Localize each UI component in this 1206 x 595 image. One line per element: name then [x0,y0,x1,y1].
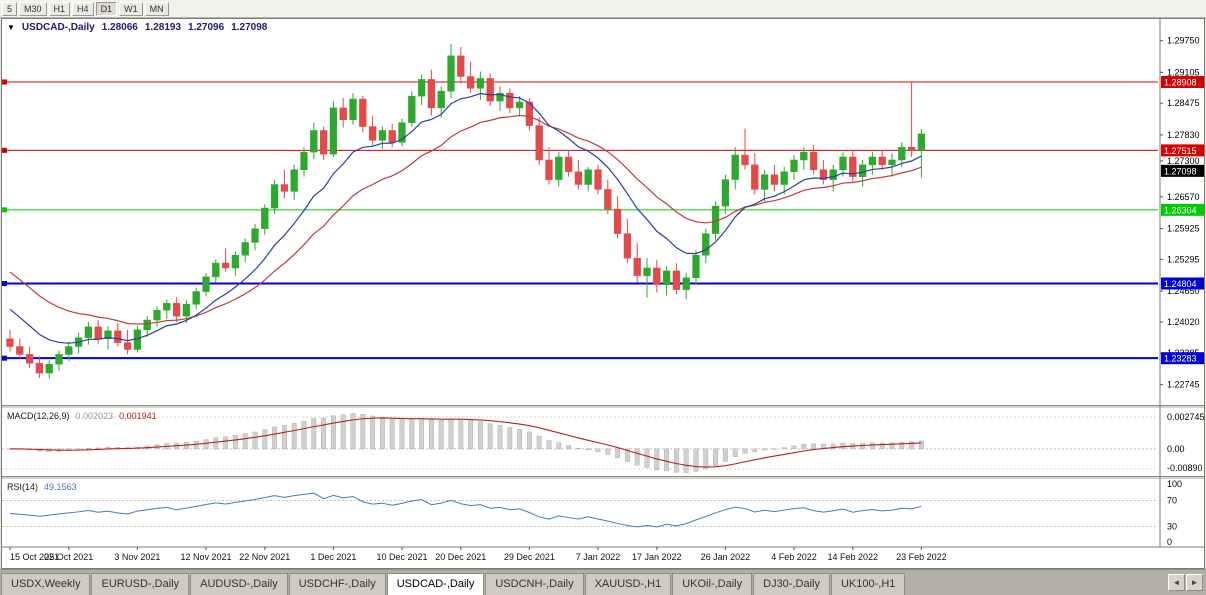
rsi-pane [2,492,1158,528]
svg-text:29 Dec 2021: 29 Dec 2021 [504,552,555,562]
tab-audusd-daily[interactable]: AUDUSD-,Daily [190,573,288,595]
svg-text:0.00: 0.00 [1167,444,1185,454]
horizontal-levels-layer [2,79,1158,361]
timeframe-button-mn[interactable]: MN [144,1,169,16]
svg-text:22 Nov 2021: 22 Nov 2021 [239,552,290,562]
svg-text:25 Oct 2021: 25 Oct 2021 [44,552,93,562]
svg-text:14 Feb 2022: 14 Feb 2022 [828,552,879,562]
timeframe-button-h1[interactable]: H1 [48,1,71,16]
svg-text:26 Jan 2022: 26 Jan 2022 [701,552,751,562]
tab-usdcnh-daily[interactable]: USDCNH-,Daily [485,573,584,595]
svg-text:-0.00890: -0.00890 [1167,463,1203,473]
svg-text:100: 100 [1167,479,1182,489]
svg-text:1.26304: 1.26304 [1164,205,1197,215]
svg-text:1.27300: 1.27300 [1167,156,1200,166]
timeframe-button-m30[interactable]: M30 [19,1,47,16]
tab-dj30-daily[interactable]: DJ30-,Daily [753,573,830,595]
svg-text:1.22745: 1.22745 [1167,380,1200,390]
svg-text:1.27830: 1.27830 [1167,130,1200,140]
svg-text:1.23283: 1.23283 [1164,354,1197,364]
timeframe-button-5[interactable]: 5 [2,1,18,16]
chart-window[interactable]: 1.29750 1.29105 1.28475 1.27830 1.27300 1.265… [1,18,1205,569]
svg-text:1.28908: 1.28908 [1164,77,1197,87]
tab-usdx-weekly[interactable]: USDX,Weekly [1,573,91,595]
svg-text:1.27098: 1.27098 [1164,166,1197,176]
tab-scroll-right-button[interactable]: ► [1186,574,1203,591]
svg-text:10 Dec 2021: 10 Dec 2021 [376,552,427,562]
svg-text:12 Nov 2021: 12 Nov 2021 [180,552,231,562]
svg-text:70: 70 [1167,496,1177,506]
svg-text:1.24650: 1.24650 [1167,286,1200,296]
svg-text:15 Oct 2021: 15 Oct 2021 [10,552,59,562]
svg-text:1.27515: 1.27515 [1164,146,1197,156]
svg-text:3 Nov 2021: 3 Nov 2021 [114,552,160,562]
svg-text:23 Feb 2022: 23 Feb 2022 [896,552,947,562]
svg-text:1 Dec 2021: 1 Dec 2021 [310,552,356,562]
tab-ukoil-daily[interactable]: UKOil-,Daily [672,573,753,595]
timeframe-toolbar: 5 M30 H1 H4 D1 W1 MN [0,0,1206,18]
pane-separators [2,405,1204,480]
moving-averages-layer [9,92,922,344]
svg-text:1.29750: 1.29750 [1167,36,1200,46]
tab-scroll-left-button[interactable]: ◄ [1168,574,1185,591]
tab-eurusd-daily[interactable]: EURUSD-,Daily [91,573,190,595]
rsi-axis-labels: 100 70 30 0 [1167,479,1182,547]
tab-usdcad-daily[interactable]: USDCAD-,Daily [386,573,485,595]
tab-uk100-h1[interactable]: UK100-,H1 [830,573,906,595]
chart-tabs: USDX,Weekly EURUSD-,Daily AUDUSD-,Daily USD… [1,573,906,595]
svg-text:7 Jan 2022: 7 Jan 2022 [576,552,621,562]
svg-text:0: 0 [1167,537,1172,547]
svg-text:1.24804: 1.24804 [1164,279,1197,289]
macd-axis-labels: 0.002745 0.00 -0.00890 [1167,412,1204,473]
svg-text:1.26570: 1.26570 [1167,192,1200,202]
svg-text:1.24020: 1.24020 [1167,317,1200,327]
svg-text:1.25295: 1.25295 [1167,254,1200,264]
timeframe-button-w1[interactable]: W1 [119,1,143,16]
price-chart-canvas[interactable]: 1.29750 1.29105 1.28475 1.27830 1.27300 1.265… [2,19,1204,568]
tab-scroll-controls: ◄ ► [1168,574,1203,591]
svg-text:1.25925: 1.25925 [1167,223,1200,233]
tab-xauusd-h1[interactable]: XAUUSD-,H1 [584,573,672,595]
price-axis: 1.29750 1.29105 1.28475 1.27830 1.27300 1.265… [2,19,1204,548]
svg-text:1.29105: 1.29105 [1167,67,1200,77]
svg-text:4 Feb 2022: 4 Feb 2022 [771,552,817,562]
chart-background [2,19,1204,568]
chart-tabs-bar: USDX,Weekly EURUSD-,Daily AUDUSD-,Daily USD… [0,569,1206,595]
svg-text:17 Jan 2022: 17 Jan 2022 [632,552,682,562]
timeframe-button-d1[interactable]: D1 [95,1,118,16]
timeframe-button-h4[interactable]: H4 [72,1,94,16]
candles-layer [6,44,926,379]
svg-text:30: 30 [1167,522,1177,532]
svg-text:0.002745: 0.002745 [1167,412,1204,422]
svg-text:20 Dec 2021: 20 Dec 2021 [435,552,486,562]
macd-pane [2,413,1158,473]
tab-usdchf-daily[interactable]: USDCHF-,Daily [288,573,386,595]
svg-text:1.28475: 1.28475 [1167,98,1200,108]
